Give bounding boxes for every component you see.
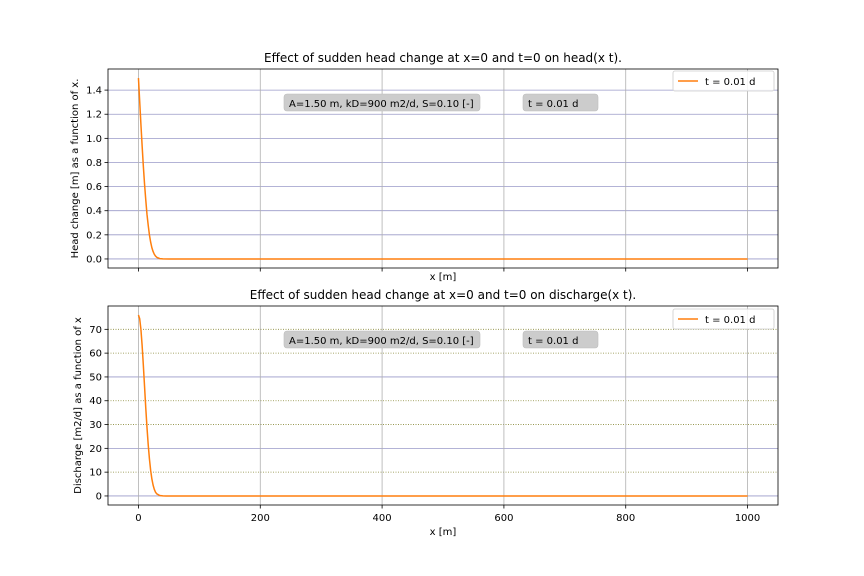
chart-title: Effect of sudden head change at x=0 and … — [250, 288, 637, 302]
y-tick-label: 1.0 — [86, 134, 102, 145]
plot-frame — [107, 68, 779, 269]
y-tick-label: 50 — [89, 372, 102, 383]
x-axis-label: x [m] — [430, 527, 457, 538]
annotation-box — [522, 330, 599, 349]
y-axis-label: Head change [m] as a function of x. — [70, 79, 81, 259]
y-tick-label: 1.2 — [86, 110, 102, 121]
legend-label: t = 0.01 d — [705, 77, 755, 88]
plot-frame — [107, 305, 779, 506]
y-tick-label: 0.8 — [86, 158, 102, 169]
series-line — [137, 78, 748, 260]
y-tick-label: 0.4 — [86, 206, 102, 217]
annotation-box — [283, 93, 481, 112]
annotation-box — [522, 93, 599, 112]
x-axis-label: x [m] — [430, 272, 457, 283]
chart-panel-discharge: 0 10 20 30 40 50 60 70 0 200 400 600 800 1000 Effect o… — [73, 288, 779, 538]
legend-label: t = 0.01 d — [705, 315, 755, 326]
y-axis-label: Discharge [m2/d] as a function of x — [73, 317, 84, 494]
legend: t = 0.01 d — [672, 308, 775, 330]
y-tick-label: 0 — [96, 491, 102, 502]
annotation-text: t = 0.01 d — [528, 99, 578, 110]
annotation-box — [283, 330, 481, 349]
series-line — [137, 314, 748, 497]
x-tick-label: 1000 — [735, 513, 760, 524]
x-tick-label: 600 — [494, 513, 513, 524]
y-tick-label: 0.0 — [86, 254, 102, 265]
x-tick-label: 200 — [251, 513, 270, 524]
legend-box — [672, 308, 775, 330]
y-tick-label: 10 — [89, 468, 102, 479]
legend: t = 0.01 d — [672, 70, 775, 92]
chart-title: Effect of sudden head change at x=0 and … — [264, 51, 622, 65]
y-tick-label: 0.6 — [86, 182, 102, 193]
annotation-text: A=1.50 m, kD=900 m2/d, S=0.10 [-] — [289, 336, 474, 347]
chart-panel-head: 0.0 0.2 0.4 0.6 0.8 1.0 1.2 1.4 Effect of sudden… — [70, 51, 779, 283]
x-tick-label: 0 — [135, 513, 141, 524]
x-tick-label: 800 — [616, 513, 635, 524]
annotation-text: t = 0.01 d — [528, 336, 578, 347]
y-tick-label: 1.4 — [86, 86, 102, 97]
y-tick-label: 60 — [89, 349, 102, 360]
y-tick-label: 20 — [89, 444, 102, 455]
x-tick-label: 400 — [373, 513, 392, 524]
annotation-text: A=1.50 m, kD=900 m2/d, S=0.10 [-] — [289, 99, 474, 110]
y-tick-label: 30 — [89, 420, 102, 431]
y-tick-label: 40 — [89, 396, 102, 407]
legend-box — [672, 70, 775, 92]
y-tick-label: 70 — [89, 325, 102, 336]
y-tick-label: 0.2 — [86, 230, 102, 241]
